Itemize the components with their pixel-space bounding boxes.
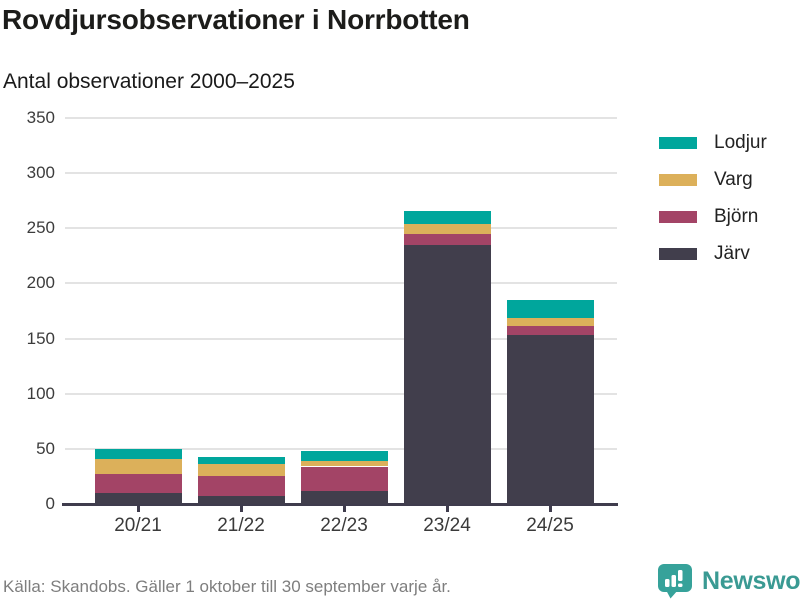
legend-label-lodjur: Lodjur [714,132,767,153]
source-note: Källa: Skandobs. Gäller 1 oktober till 3… [3,577,451,596]
x-axis-tick-24-25 [548,506,552,512]
bar-segment-bjorn-22-23 [300,466,388,491]
bar-segment-lodjur-21-22 [197,456,285,465]
chart-title: Rovdjursobservationer i Norrbotten [2,4,470,35]
x-axis-tick-21-22 [239,506,243,512]
bar-segment-varg-20-21 [94,458,182,475]
legend-label-bjorn: Björn [714,206,759,227]
legend-swatch-bjorn [659,211,697,223]
newsworthy-chart-bubble-icon [658,564,692,599]
bar-segment-lodjur-24-25 [506,299,594,318]
legend: Lodjur Varg Björn Järv [659,132,767,280]
gridline-100 [65,392,617,395]
bar-segment-bjorn-23-24 [403,233,491,245]
legend-item-varg: Varg [659,169,767,191]
gridline-350 [65,117,617,119]
y-axis-label-300: 300 [26,163,55,183]
bar-segment-jarv-20-21 [94,492,182,504]
y-axis-label-350: 350 [26,108,55,127]
bar-segment-jarv-21-22 [197,496,285,504]
y-axis-label-200: 200 [26,273,55,293]
gridline-50 [65,447,617,450]
bar-segment-bjorn-20-21 [94,474,182,493]
legend-item-lodjur: Lodjur [659,132,767,154]
legend-item-jarv: Järv [659,243,767,265]
bar-segment-varg-21-22 [197,464,285,477]
bar-segment-jarv-23-24 [403,244,491,504]
bar-segment-jarv-22-23 [300,490,388,504]
y-axis-label-0: 0 [45,494,55,513]
bar-segment-varg-23-24 [403,223,491,234]
x-axis-label-23-24: 23/24 [423,515,471,536]
x-axis-tick-20-21 [136,506,140,512]
chart-subtitle: Antal observationer 2000–2025 [3,70,295,93]
bar-segment-bjorn-24-25 [506,326,594,336]
x-axis-tick-22-23 [342,506,346,512]
x-axis-tick-23-24 [445,506,449,512]
x-axis-label-24-25: 24/25 [526,515,574,536]
bar-segment-jarv-24-25 [506,335,594,504]
legend-item-bjorn: Björn [659,206,767,228]
newsworthy-logo[interactable]: Newsworthy [657,564,800,599]
gridline-150 [65,337,617,340]
y-axis-label-150: 150 [26,328,55,348]
x-axis-label-21-22: 21/22 [217,515,265,536]
gridline-200 [65,282,617,285]
x-axis-line [62,503,618,506]
y-axis-label-50: 50 [36,438,55,458]
bar-segment-varg-24-25 [506,317,594,327]
newsworthy-wordmark: Newsworthy [702,567,800,595]
x-axis-label-22-23: 22/23 [320,515,368,536]
bar-segment-bjorn-21-22 [197,476,285,497]
y-axis-label-250: 250 [26,218,55,238]
gridline-300 [65,172,617,175]
legend-label-jarv: Järv [714,243,750,264]
legend-swatch-lodjur [659,137,697,149]
bar-segment-varg-22-23 [300,460,388,467]
legend-swatch-jarv [659,248,697,260]
bar-segment-lodjur-20-21 [94,448,182,459]
y-axis-label-100: 100 [26,383,55,403]
x-axis-label-20-21: 20/21 [114,515,162,536]
bar-segment-lodjur-23-24 [403,210,491,224]
bar-segment-lodjur-22-23 [300,451,388,461]
legend-label-varg: Varg [714,169,753,190]
legend-swatch-varg [659,174,697,186]
gridline-250 [65,227,617,230]
